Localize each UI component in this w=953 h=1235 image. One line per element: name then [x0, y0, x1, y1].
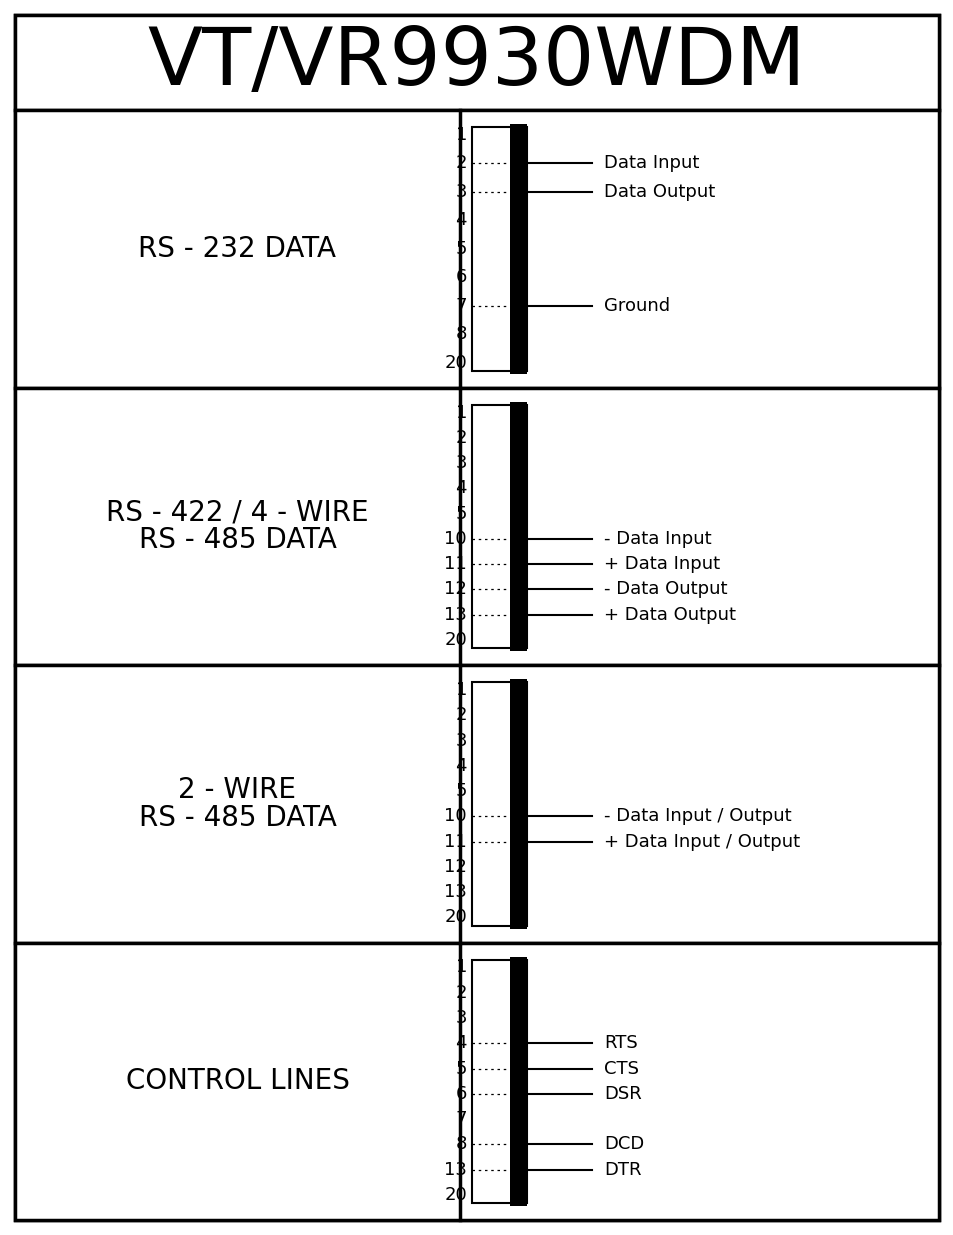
- Bar: [510, 124, 526, 373]
- Bar: [510, 401, 526, 651]
- Text: 4: 4: [455, 211, 467, 230]
- Bar: [510, 679, 526, 929]
- Text: 1: 1: [456, 680, 467, 699]
- Text: RS - 485 DATA: RS - 485 DATA: [138, 804, 336, 831]
- Bar: [15, 388, 938, 664]
- Text: 2: 2: [455, 706, 467, 724]
- Text: 2: 2: [455, 429, 467, 447]
- Text: 20: 20: [444, 353, 467, 372]
- Text: RTS: RTS: [603, 1035, 638, 1052]
- Text: 10: 10: [444, 530, 467, 548]
- Bar: [510, 956, 526, 1207]
- Bar: [15, 15, 938, 110]
- Text: 1: 1: [456, 404, 467, 421]
- Text: VT/VR9930WDM: VT/VR9930WDM: [148, 23, 805, 101]
- Text: 3: 3: [455, 731, 467, 750]
- Text: 11: 11: [444, 832, 467, 851]
- Text: 1: 1: [456, 958, 467, 977]
- Text: 12: 12: [444, 858, 467, 876]
- Text: 6: 6: [456, 1084, 467, 1103]
- Text: Data Output: Data Output: [603, 183, 715, 201]
- Text: 20: 20: [444, 1186, 467, 1204]
- Bar: [472, 960, 526, 1203]
- Text: 10: 10: [444, 808, 467, 825]
- Text: 5: 5: [455, 505, 467, 522]
- Text: 5: 5: [455, 1060, 467, 1078]
- Bar: [472, 682, 526, 925]
- Text: 3: 3: [455, 1009, 467, 1028]
- Text: Data Input: Data Input: [603, 154, 699, 173]
- Text: + Data Input: + Data Input: [603, 556, 720, 573]
- Text: 6: 6: [456, 268, 467, 287]
- Text: 2: 2: [455, 984, 467, 1002]
- Text: 5: 5: [455, 240, 467, 258]
- Text: - Data Input / Output: - Data Input / Output: [603, 808, 791, 825]
- Text: 7: 7: [455, 1110, 467, 1128]
- Text: 4: 4: [455, 1035, 467, 1052]
- Text: + Data Output: + Data Output: [603, 605, 735, 624]
- Text: DCD: DCD: [603, 1135, 643, 1153]
- Text: 4: 4: [455, 757, 467, 774]
- Text: 1: 1: [456, 126, 467, 144]
- Text: 2 - WIRE: 2 - WIRE: [178, 776, 296, 804]
- Text: 20: 20: [444, 909, 467, 926]
- Text: RS - 485 DATA: RS - 485 DATA: [138, 526, 336, 555]
- Text: 12: 12: [444, 580, 467, 599]
- Text: Ground: Ground: [603, 296, 669, 315]
- Text: 4: 4: [455, 479, 467, 498]
- Text: 8: 8: [456, 325, 467, 343]
- Text: 2: 2: [455, 154, 467, 173]
- Text: DSR: DSR: [603, 1084, 641, 1103]
- Text: DTR: DTR: [603, 1161, 640, 1178]
- Text: - Data Input: - Data Input: [603, 530, 711, 548]
- Text: 7: 7: [455, 296, 467, 315]
- Text: CTS: CTS: [603, 1060, 639, 1078]
- Text: 8: 8: [456, 1135, 467, 1153]
- Text: RS - 422 / 4 - WIRE: RS - 422 / 4 - WIRE: [106, 498, 369, 526]
- Bar: [15, 942, 938, 1220]
- Bar: [15, 664, 938, 942]
- Text: 3: 3: [455, 454, 467, 472]
- Text: RS - 232 DATA: RS - 232 DATA: [138, 235, 336, 263]
- Text: 13: 13: [444, 1161, 467, 1178]
- Bar: [15, 110, 938, 388]
- Bar: [472, 405, 526, 648]
- Text: 11: 11: [444, 556, 467, 573]
- Text: + Data Input / Output: + Data Input / Output: [603, 832, 800, 851]
- Text: 5: 5: [455, 782, 467, 800]
- Text: 20: 20: [444, 631, 467, 650]
- Text: - Data Output: - Data Output: [603, 580, 727, 599]
- Text: 3: 3: [455, 183, 467, 201]
- Text: CONTROL LINES: CONTROL LINES: [126, 1067, 349, 1095]
- Bar: [472, 127, 526, 370]
- Text: 13: 13: [444, 883, 467, 902]
- Text: 13: 13: [444, 605, 467, 624]
